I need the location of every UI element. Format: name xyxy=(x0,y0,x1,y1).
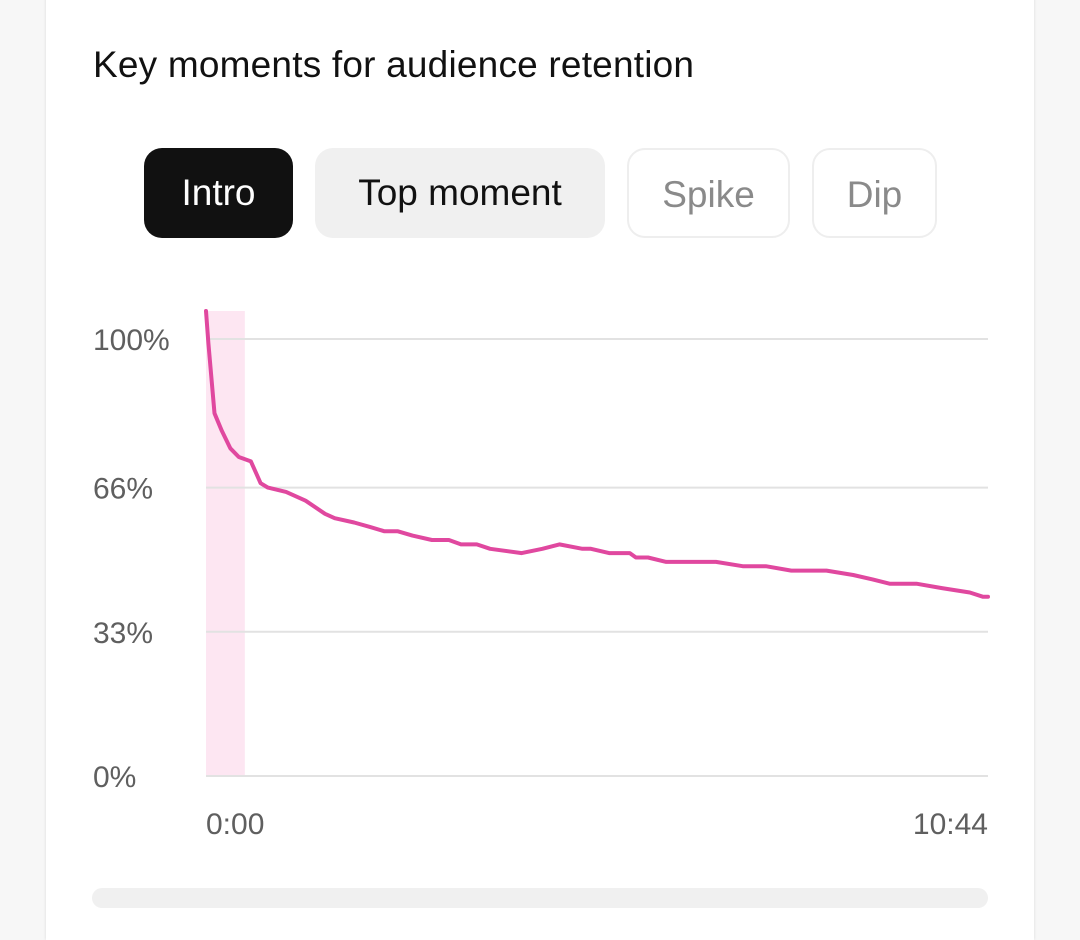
tab-dip[interactable]: Dip xyxy=(812,148,937,238)
y-tick-label: 33% xyxy=(93,617,153,650)
retention-chart: 100% 66% 33% 0% 0:00 10:44 xyxy=(93,309,990,841)
next-section-bar xyxy=(92,888,988,908)
card-title: Key moments for audience retention xyxy=(93,44,695,85)
tab-intro[interactable]: Intro xyxy=(144,148,293,238)
y-tick-label: 66% xyxy=(93,473,153,506)
tab-top-moment[interactable]: Top moment xyxy=(315,148,605,238)
retention-line xyxy=(204,309,990,599)
y-tick-label: 100% xyxy=(93,324,170,357)
tab-spike[interactable]: Spike xyxy=(627,148,790,238)
x-tick-label-start: 0:00 xyxy=(206,808,264,841)
y-tick-label: 0% xyxy=(93,761,136,794)
x-tick-label-end: 10:44 xyxy=(913,808,988,841)
